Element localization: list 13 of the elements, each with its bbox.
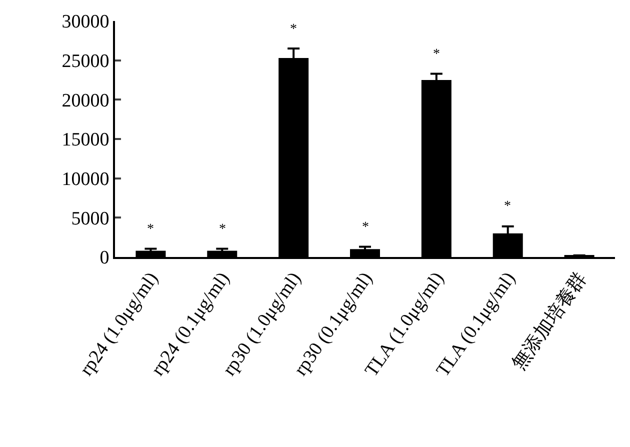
y-tick-label: 30000: [62, 12, 110, 33]
annotation: *: [362, 220, 369, 235]
y-tick-label: 20000: [62, 90, 110, 112]
annotation: *: [219, 222, 226, 237]
y-tick-label: 0: [100, 248, 110, 269]
annotation: *: [290, 22, 297, 37]
annotation: *: [504, 199, 511, 214]
annotation: *: [433, 47, 440, 62]
annotation: *: [147, 222, 154, 237]
y-tick-label: 15000: [62, 130, 110, 151]
y-tick-label: 5000: [71, 208, 110, 230]
y-tick-label: 25000: [62, 50, 110, 72]
y-tick-label: 10000: [62, 168, 110, 190]
